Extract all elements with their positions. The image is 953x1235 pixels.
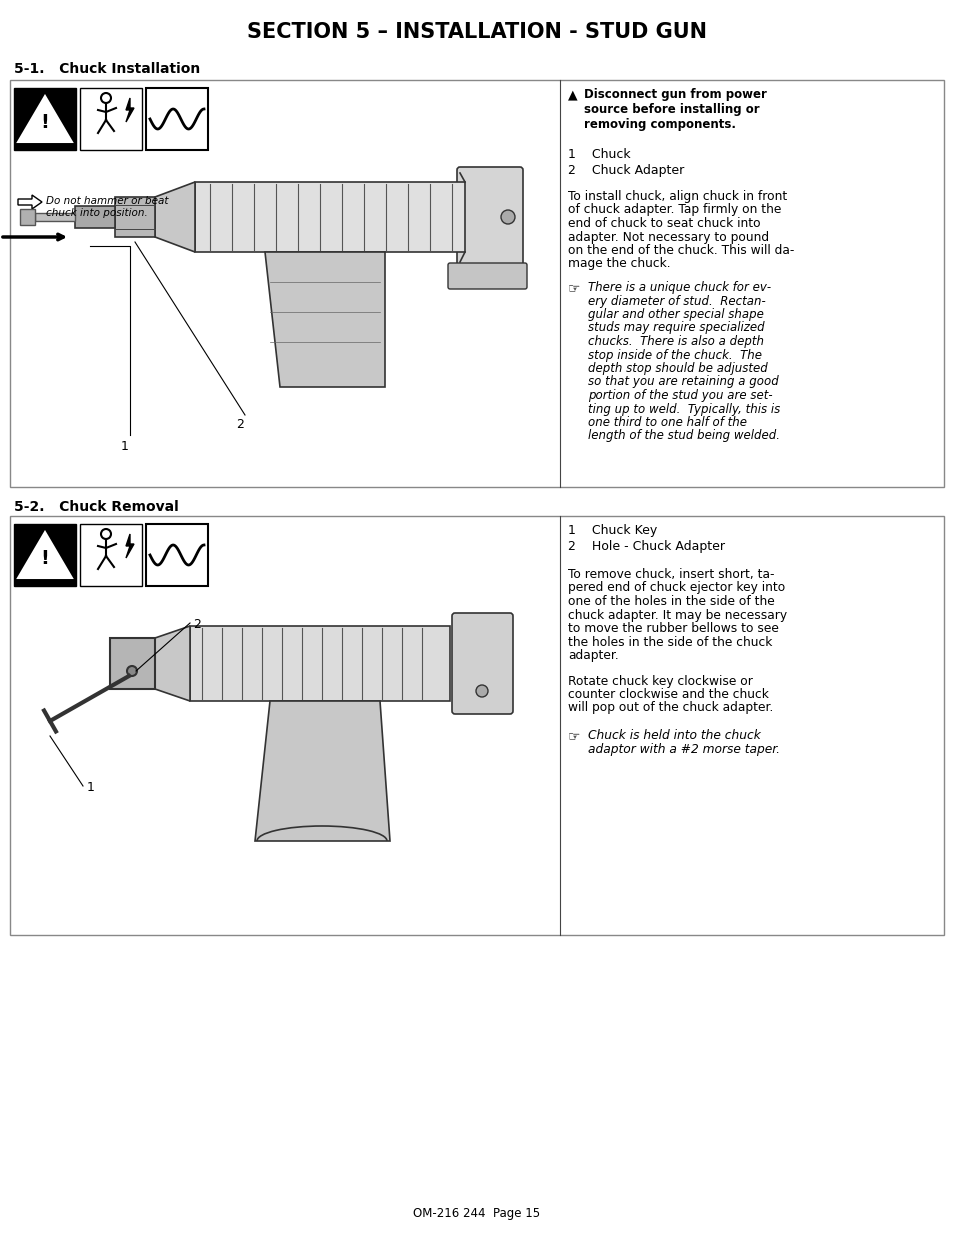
Bar [14, 88, 76, 149]
FancyBboxPatch shape [456, 167, 522, 268]
Text: portion of the stud you are set-: portion of the stud you are set- [587, 389, 772, 403]
Text: To remove chuck, insert short, ta-: To remove chuck, insert short, ta- [567, 568, 774, 580]
Bar [190, 626, 450, 701]
Polygon shape [126, 98, 133, 122]
Polygon shape [18, 96, 71, 142]
Text: 1: 1 [121, 440, 129, 453]
Bar [80, 524, 142, 585]
Text: ☞: ☞ [567, 282, 579, 295]
Text: to move the rubber bellows to see: to move the rubber bellows to see [567, 622, 778, 635]
Text: 2    Chuck Adapter: 2 Chuck Adapter [567, 164, 683, 177]
Text: There is a unique chuck for ev-: There is a unique chuck for ev- [587, 282, 770, 294]
Bar [194, 182, 464, 252]
Text: OM-216 244  Page 15: OM-216 244 Page 15 [413, 1207, 540, 1220]
Polygon shape [18, 195, 42, 209]
Text: adapter. Not necessary to pound: adapter. Not necessary to pound [567, 231, 768, 243]
Text: Chuck is held into the chuck: Chuck is held into the chuck [587, 729, 760, 742]
Polygon shape [254, 701, 390, 841]
Text: ▲: ▲ [567, 88, 577, 101]
Text: 2: 2 [193, 618, 201, 631]
Text: mage the chuck.: mage the chuck. [567, 258, 670, 270]
FancyBboxPatch shape [452, 613, 513, 714]
Bar [14, 524, 76, 585]
Text: adaptor with a #2 morse taper.: adaptor with a #2 morse taper. [587, 742, 780, 756]
Text: 5-2.   Chuck Removal: 5-2. Chuck Removal [14, 500, 178, 514]
Text: 2: 2 [235, 417, 244, 431]
Bar [35, 212, 75, 221]
Text: one of the holes in the side of the: one of the holes in the side of the [567, 595, 774, 608]
Text: chuck adapter. It may be necessary: chuck adapter. It may be necessary [567, 609, 786, 621]
Text: 5-1.   Chuck Installation: 5-1. Chuck Installation [14, 62, 200, 77]
Text: length of the stud being welded.: length of the stud being welded. [587, 430, 780, 442]
Bar [10, 80, 943, 487]
Text: gular and other special shape: gular and other special shape [587, 308, 763, 321]
Bar [75, 206, 115, 228]
Text: Disconnect gun from power
source before installing or
removing components.: Disconnect gun from power source before … [583, 88, 766, 131]
Bar [20, 209, 35, 225]
Polygon shape [154, 626, 190, 701]
Bar [110, 638, 154, 689]
Polygon shape [265, 252, 385, 387]
Text: one third to one half of the: one third to one half of the [587, 416, 746, 429]
Text: on the end of the chuck. This will da-: on the end of the chuck. This will da- [567, 245, 794, 257]
Text: SECTION 5 – INSTALLATION - STUD GUN: SECTION 5 – INSTALLATION - STUD GUN [247, 22, 706, 42]
Bar [146, 88, 208, 149]
Text: adapter.: adapter. [567, 650, 618, 662]
Text: 2    Hole - Chuck Adapter: 2 Hole - Chuck Adapter [567, 540, 724, 553]
Text: !: ! [41, 550, 50, 568]
Text: of chuck adapter. Tap firmly on the: of chuck adapter. Tap firmly on the [567, 204, 781, 216]
Polygon shape [18, 532, 71, 578]
Circle shape [127, 666, 137, 676]
Polygon shape [154, 182, 194, 252]
Circle shape [500, 210, 515, 224]
Text: Do not hammer or beat
chuck into position.: Do not hammer or beat chuck into positio… [46, 196, 169, 217]
Text: 1    Chuck: 1 Chuck [567, 148, 630, 161]
Bar [146, 524, 208, 585]
Text: chucks.  There is also a depth: chucks. There is also a depth [587, 335, 763, 348]
Text: pered end of chuck ejector key into: pered end of chuck ejector key into [567, 582, 784, 594]
Text: Rotate chuck key clockwise or: Rotate chuck key clockwise or [567, 674, 752, 688]
Circle shape [101, 529, 111, 538]
Text: the holes in the side of the chuck: the holes in the side of the chuck [567, 636, 772, 648]
Text: ting up to weld.  Typically, this is: ting up to weld. Typically, this is [587, 403, 780, 415]
Text: depth stop should be adjusted: depth stop should be adjusted [587, 362, 767, 375]
Text: will pop out of the chuck adapter.: will pop out of the chuck adapter. [567, 701, 773, 715]
FancyBboxPatch shape [448, 263, 526, 289]
Text: !: ! [41, 114, 50, 132]
Bar [115, 198, 154, 237]
Text: 1: 1 [87, 781, 94, 794]
Circle shape [101, 93, 111, 103]
Polygon shape [126, 534, 133, 558]
Text: so that you are retaining a good: so that you are retaining a good [587, 375, 778, 389]
Circle shape [476, 685, 488, 697]
Text: studs may require specialized: studs may require specialized [587, 321, 763, 335]
Bar [10, 516, 943, 935]
Text: ery diameter of stud.  Rectan-: ery diameter of stud. Rectan- [587, 294, 765, 308]
Text: 1    Chuck Key: 1 Chuck Key [567, 524, 657, 537]
Text: stop inside of the chuck.  The: stop inside of the chuck. The [587, 348, 761, 362]
Text: To install chuck, align chuck in front: To install chuck, align chuck in front [567, 190, 786, 203]
Text: ☞: ☞ [567, 729, 579, 743]
Bar [80, 88, 142, 149]
Text: end of chuck to seat chuck into: end of chuck to seat chuck into [567, 217, 760, 230]
Text: counter clockwise and the chuck: counter clockwise and the chuck [567, 688, 768, 701]
